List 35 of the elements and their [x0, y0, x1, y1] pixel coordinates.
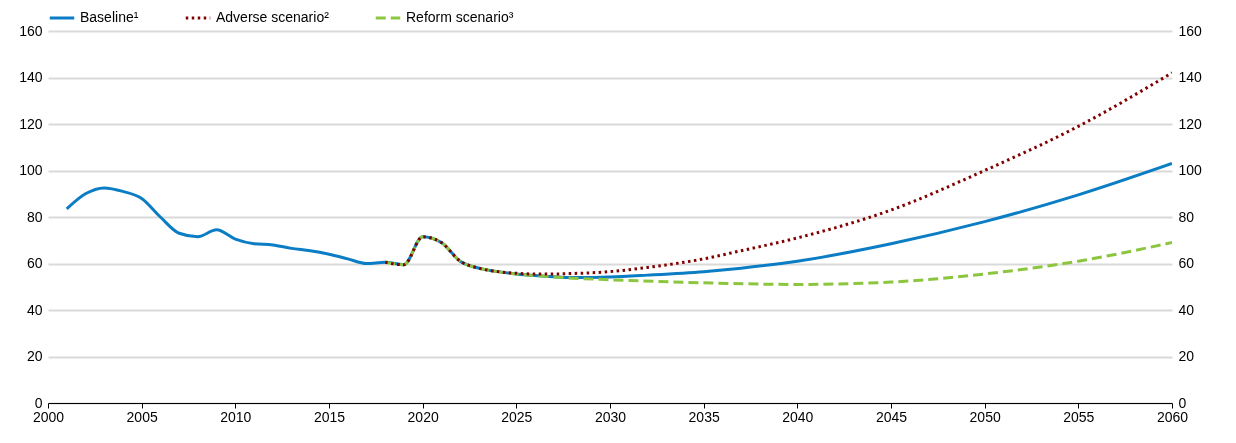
- x-tick-label: 2020: [407, 408, 439, 425]
- y2-tick-label: 160: [1178, 22, 1203, 39]
- y-tick-label: 140: [19, 69, 43, 85]
- y-tick-label: 40: [26, 301, 43, 318]
- y2-tick-label: 100: [1178, 162, 1203, 178]
- y2-tick-label: 40: [1178, 301, 1195, 318]
- x-tick-label: 2045: [875, 408, 908, 425]
- y-tick-label: 160: [19, 22, 43, 39]
- y2-tick-label: 0: [1178, 394, 1187, 411]
- y2-tick-label: 120: [1178, 115, 1203, 132]
- x-tick-label: 2005: [126, 408, 158, 425]
- line-series: [383, 71, 1172, 276]
- x-tick-label: 2055: [1063, 408, 1095, 425]
- y-tick-label: 120: [19, 115, 43, 132]
- x-tick-label: 2060: [1156, 408, 1189, 425]
- y-tick-label: 20: [26, 348, 43, 364]
- x-tick-label: 2040: [782, 408, 814, 425]
- x-tick-label: 2030: [594, 408, 627, 425]
- x-tick-label: 2050: [969, 408, 1001, 425]
- x-tick-label: 2025: [501, 408, 533, 425]
- y-tick-label: 0: [34, 394, 43, 411]
- y-tick-label: 60: [26, 255, 43, 271]
- y2-tick-label: 20: [1178, 348, 1195, 364]
- legend-label: Reform scenario³: [406, 9, 514, 25]
- y-tick-label: 80: [26, 208, 43, 225]
- x-tick-label: 2015: [313, 408, 346, 425]
- y2-tick-label: 60: [1178, 255, 1195, 271]
- y2-tick-label: 80: [1178, 208, 1195, 225]
- x-tick-label: 2000: [32, 408, 65, 425]
- x-tick-label: 2010: [220, 408, 252, 425]
- x-tick-label: 2035: [688, 408, 720, 425]
- legend-label: Baseline¹: [80, 9, 139, 25]
- legend-label: Adverse scenario²: [216, 9, 330, 25]
- y-tick-label: 100: [19, 162, 43, 178]
- y2-tick-label: 140: [1178, 69, 1203, 85]
